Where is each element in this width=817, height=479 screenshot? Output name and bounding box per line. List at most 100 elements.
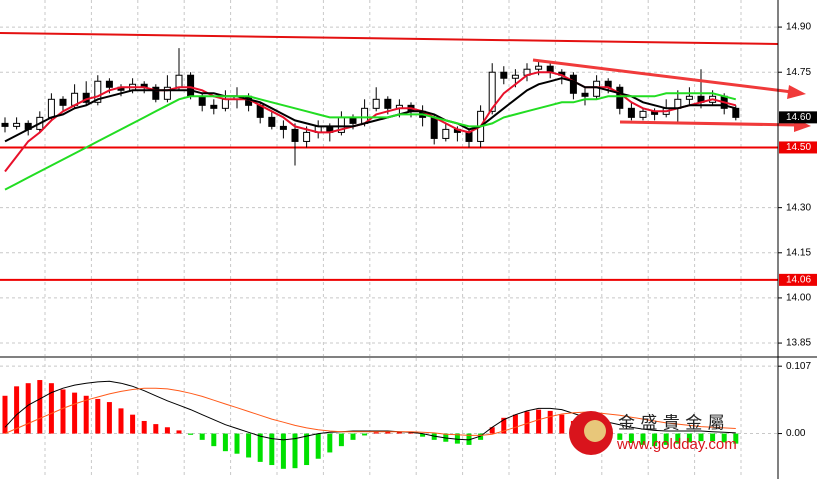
macd-bar [211, 433, 217, 447]
macd-bar [617, 433, 623, 440]
price-label: 14.60 [786, 112, 811, 123]
macd-bar [431, 433, 437, 440]
macd-bar [733, 433, 739, 444]
candle-body [198, 95, 206, 106]
y-tick-label: 14.15 [786, 247, 811, 258]
macd-bar [710, 433, 716, 442]
candle-body [488, 71, 496, 112]
macd-line [4, 387, 736, 436]
macd-bar [362, 433, 368, 436]
macd-bar [280, 433, 286, 469]
macd-bar [269, 433, 275, 466]
macd-bar [373, 432, 379, 434]
macd-bar [83, 395, 89, 434]
macd-bar [628, 433, 634, 443]
candle-body [627, 107, 635, 118]
watermark-name: 金 盛 貴 金 屬 [618, 414, 725, 434]
candle-body [59, 98, 67, 106]
macd-bar [292, 433, 298, 469]
macd-bar [315, 433, 321, 459]
level-label: 14.06 [786, 275, 811, 286]
candle-body [210, 104, 218, 109]
macd-bar [199, 433, 205, 440]
macd-bar [640, 433, 646, 445]
watermark: 金 盛 貴 金 屬 www.goldday.com [569, 411, 737, 455]
y-tick-label: 13.85 [786, 338, 811, 349]
level-tag [779, 141, 817, 154]
macd-bar [524, 411, 530, 434]
trend-arrow [619, 120, 797, 127]
macd-bar [130, 414, 136, 434]
candle-body [105, 80, 113, 88]
macd-bar [547, 410, 553, 434]
trend-arrow [532, 58, 793, 94]
macd-bar [512, 414, 518, 434]
macd-bar [396, 431, 402, 434]
candle-body [465, 131, 473, 142]
candle-body [303, 131, 311, 142]
macd-bar [304, 433, 310, 466]
macd-bar [559, 414, 565, 434]
moving-average [4, 71, 737, 173]
candle-body [569, 74, 577, 94]
moving-average [4, 92, 737, 191]
grid [0, 0, 778, 477]
macd-bar [675, 433, 681, 444]
candle-body [268, 116, 276, 127]
macd-bar [663, 433, 669, 445]
price-tag [779, 111, 817, 124]
macd-bar [478, 433, 484, 440]
y-tick-label: 14.75 [786, 67, 811, 78]
candle-body [430, 116, 438, 139]
candle-body [616, 86, 624, 109]
macd-bar [2, 395, 8, 434]
macd-bar [37, 380, 43, 434]
candle-body [187, 74, 195, 97]
macd-bar [246, 433, 252, 458]
candle-body [372, 98, 380, 109]
macd-bar [257, 433, 263, 462]
candle-body [685, 95, 693, 100]
candle-body [384, 98, 392, 109]
macd-bar [164, 427, 170, 434]
macd-bar [72, 392, 78, 434]
macd-bar [686, 433, 692, 443]
trend-line [0, 32, 779, 45]
y-tick-label: 0.00 [786, 428, 806, 439]
arrow-head [787, 85, 806, 99]
macd-bar [327, 433, 333, 453]
macd-bar [141, 420, 147, 434]
candle-body [639, 110, 647, 118]
macd-bar [698, 433, 704, 442]
macd-bar [176, 430, 182, 434]
candle-body [732, 107, 740, 118]
macd-bar [466, 433, 472, 445]
macd-bar [60, 389, 66, 434]
macd-bar [95, 398, 101, 434]
candle-body [581, 92, 589, 97]
macd-bar [420, 433, 426, 437]
macd-bar [338, 433, 344, 447]
candle-body [152, 86, 160, 100]
level-tag [779, 273, 817, 286]
candle-body [279, 125, 287, 130]
level-label: 14.50 [786, 142, 811, 153]
macd-bar [408, 432, 414, 434]
macd-bar [234, 433, 240, 454]
candle-body [442, 128, 450, 139]
macd-bar [188, 433, 194, 435]
candle-body [175, 74, 183, 88]
candle-body [13, 122, 21, 127]
logo-inner [584, 420, 606, 442]
macd-bar [721, 433, 727, 443]
moving-average [4, 77, 737, 143]
macd-bar [118, 408, 124, 434]
macd-bar [222, 433, 228, 452]
macd-bar [153, 424, 159, 434]
macd-bar [652, 433, 658, 447]
macd-bar [14, 386, 20, 434]
y-tick-label: 14.00 [786, 293, 811, 304]
